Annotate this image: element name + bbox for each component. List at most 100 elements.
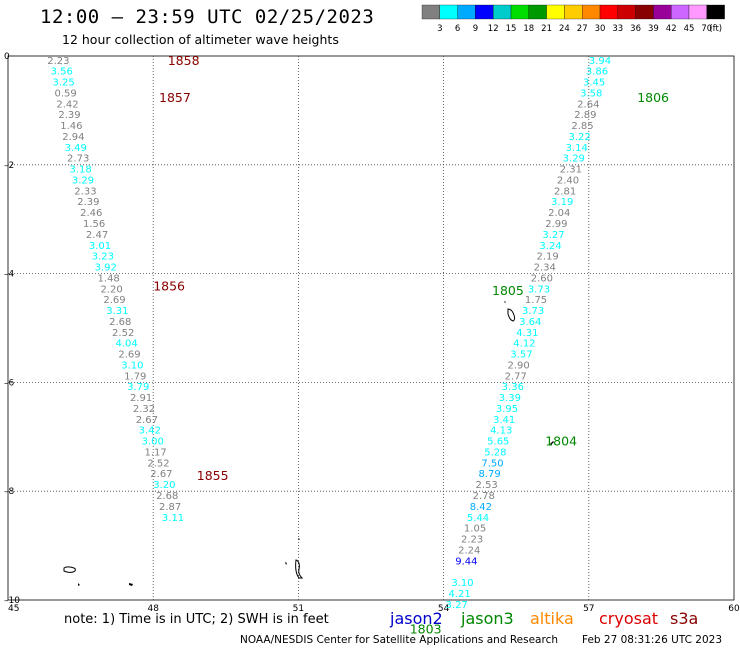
swh-value-label: 2.34 — [534, 263, 556, 274]
swh-value-label: 2.90 — [507, 360, 529, 371]
color-scale-label: 33 — [612, 24, 623, 34]
swh-value-label: 2.87 — [159, 502, 181, 513]
chart-subtitle: 12 hour collection of altimeter wave hei… — [62, 32, 339, 47]
plot-frame — [7, 55, 735, 601]
swh-value-label: 3.31 — [106, 306, 128, 317]
grid-lines — [8, 56, 734, 600]
color-scale-label: 27 — [577, 24, 588, 34]
credit-text: NOAA/NESDIS Center for Satellite Applica… — [240, 634, 558, 646]
swh-value-label: 4.21 — [448, 589, 470, 600]
swh-value-label: 2.23 — [47, 56, 69, 67]
color-scale-swatch — [564, 4, 583, 20]
swh-value-label: 3.58 — [580, 88, 602, 99]
swh-value-label: 3.64 — [519, 317, 541, 328]
swh-value-label: 2.23 — [461, 535, 483, 546]
legend-s3a: s3a — [670, 609, 699, 628]
swh-value-label: 2.99 — [545, 219, 567, 230]
swh-value-label: 2.78 — [473, 491, 495, 502]
swh-value-label: 2.40 — [557, 175, 579, 186]
color-scale-label: 3 — [437, 24, 442, 34]
color-scale-swatch — [510, 4, 529, 20]
swh-value-label: 4.04 — [115, 339, 137, 350]
swh-value-label: 4.31 — [516, 328, 538, 339]
legend-cryosat: cryosat — [599, 609, 659, 628]
pass-time-label: 1858 — [168, 53, 200, 68]
swh-value-label: 3.00 — [142, 437, 164, 448]
pass-time-label: 1856 — [153, 279, 185, 294]
swh-value-label: 2.52 — [147, 458, 169, 469]
swh-value-label: 2.33 — [74, 186, 96, 197]
swh-value-label: 3.01 — [89, 241, 111, 252]
swh-value-label: 2.85 — [571, 121, 593, 132]
y-tick-label: 0 — [4, 52, 10, 62]
color-scale-label: 30 — [595, 24, 606, 34]
swh-value-label: 3.23 — [92, 252, 114, 263]
chart-title: 12:00 – 23:59 UTC 02/25/2023 — [40, 6, 375, 28]
island-shape — [507, 308, 516, 322]
color-scale-label: 24 — [559, 24, 570, 34]
swh-value-label: 3.41 — [493, 415, 515, 426]
swh-value-label: 2.89 — [574, 110, 596, 121]
x-tick-label: 45 — [8, 604, 19, 614]
island-shape — [298, 538, 300, 540]
swh-value-label: 2.94 — [62, 132, 84, 143]
swh-value-label: 2.39 — [58, 110, 80, 121]
color-scale-label: 42 — [666, 24, 677, 34]
swh-value-label: 2.69 — [103, 295, 125, 306]
island-shape — [504, 301, 506, 303]
swh-value-label: 2.31 — [560, 165, 582, 176]
swh-value-label: 1.56 — [83, 219, 105, 230]
color-scale-swatch — [546, 4, 565, 20]
swh-value-label: 2.19 — [537, 252, 559, 263]
color-scale-swatch — [582, 4, 601, 20]
swh-value-label: 3.11 — [162, 513, 184, 524]
y-tick-label: –4 — [4, 270, 15, 280]
axis-ticks: 45 48 51 54 57 60 0 –2 –4 –6 –8 –10 — [4, 52, 740, 614]
swh-value-label: 2.67 — [150, 469, 172, 480]
swh-value-label: 3.25 — [53, 78, 75, 89]
color-scale-label: 18 — [523, 24, 534, 34]
color-scale-label: 9 — [473, 24, 478, 34]
island-shape — [550, 441, 554, 445]
swh-value-label: 4.12 — [513, 339, 535, 350]
swh-value-label: 2.04 — [548, 208, 570, 219]
color-scale-swatch — [635, 4, 654, 20]
swh-value-label: 5.28 — [484, 447, 506, 458]
swh-value-label: 3.14 — [566, 143, 588, 154]
land-features — [63, 301, 554, 586]
color-scale-swatch — [475, 4, 494, 20]
swh-value-label: 2.81 — [554, 186, 576, 197]
swh-value-label: 2.69 — [118, 350, 140, 361]
swh-value-label: 1.46 — [60, 121, 82, 132]
swh-value-label: 7.50 — [481, 458, 503, 469]
x-tick-label: 54 — [438, 604, 450, 614]
island-shape — [63, 566, 76, 573]
y-tick-label: –8 — [4, 487, 15, 497]
swh-value-label: 2.64 — [577, 99, 599, 110]
x-tick-label: 60 — [728, 604, 740, 614]
color-scale-label: 6 — [455, 24, 460, 34]
wave-height-points: 2.233.563.250.592.422.391.462.943.492.73… — [47, 56, 611, 611]
swh-value-label: 8.42 — [470, 502, 492, 513]
pass-time-label: 1804 — [545, 434, 577, 449]
color-scale-swatch — [671, 4, 690, 20]
time-labels: 1858 1857 1856 1855 1806 1805 1804 1803 — [153, 53, 669, 636]
swh-value-label: 3.10 — [121, 360, 143, 371]
swh-value-label: 3.92 — [95, 263, 117, 274]
swh-value-label: 1.48 — [98, 273, 120, 284]
swh-value-label: 5.44 — [467, 513, 489, 524]
color-scale-label: 21 — [541, 24, 552, 34]
color-scale-label: 39 — [648, 24, 659, 34]
swh-value-label: 3.27 — [542, 230, 564, 241]
swh-value-label: 3.27 — [446, 600, 468, 611]
pass-time-label: 1857 — [159, 90, 191, 105]
note-text: note: 1) Time is in UTC; 2) SWH is in fe… — [64, 612, 329, 627]
swh-value-label: 9.44 — [455, 556, 477, 567]
swh-value-label: 3.73 — [522, 306, 544, 317]
color-scale-label: 70 — [701, 24, 712, 34]
swh-value-label: 2.24 — [458, 545, 480, 556]
pass-time-label: 1803 — [410, 621, 442, 636]
swh-value-label: 3.56 — [51, 67, 73, 78]
color-scale-swatch — [457, 4, 476, 20]
